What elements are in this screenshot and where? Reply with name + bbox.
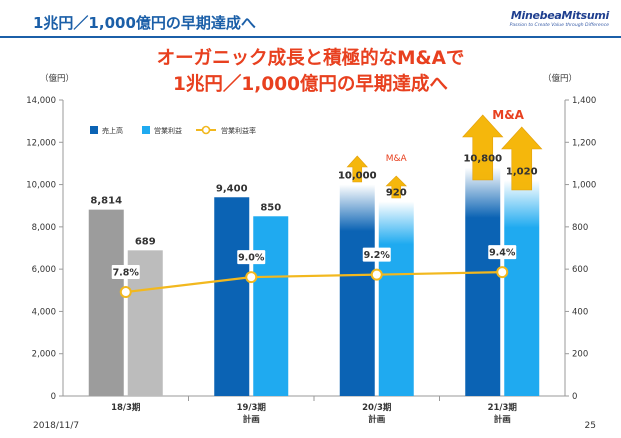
- category-label: 19/3期: [237, 402, 267, 413]
- operating-profit-value-label: 689: [135, 236, 156, 247]
- legend-swatch-profit: [142, 126, 150, 134]
- sales-bar: [88, 209, 124, 396]
- ma-arrow-profit-icon: [385, 175, 407, 199]
- category-label: 20/3期: [362, 402, 392, 413]
- right-tick-label: 400: [572, 307, 588, 317]
- operating-profit-bar: [253, 216, 289, 396]
- legend-marker-margin: [201, 125, 211, 135]
- left-tick-label: 12,000: [26, 138, 56, 148]
- sales-bar: [339, 184, 375, 396]
- category-label: 21/3期: [488, 402, 518, 413]
- operating-profit-value-label: 850: [260, 202, 281, 213]
- page-number: 25: [584, 421, 596, 431]
- operating-profit-value-label-overlay: 1,020: [506, 166, 538, 177]
- page-title: 1兆円／1,000億円の早期達成へ: [33, 14, 256, 32]
- footer-date: 2018/11/7: [33, 421, 80, 431]
- operating-margin-line: [125, 271, 503, 294]
- right-tick-label: 1,000: [572, 181, 596, 191]
- legend-swatch-sales: [90, 126, 98, 134]
- ma-annotation-label: M&A: [386, 154, 408, 164]
- category-label: 18/3期: [111, 402, 141, 413]
- left-axis-unit: （億円）: [40, 73, 74, 84]
- right-axis-unit: （億円）: [543, 73, 577, 84]
- left-tick-label: 6,000: [32, 265, 56, 275]
- right-tick-label: 800: [572, 223, 588, 233]
- left-tick-label: 0: [51, 392, 56, 402]
- headline-line-2: 1兆円／1,000億円の早期達成へ: [173, 74, 448, 95]
- logo-tagline: Passion to Create Value through Differen…: [509, 23, 609, 28]
- operating-profit-bar: [378, 201, 414, 396]
- left-tick-label: 14,000: [26, 96, 56, 106]
- left-tick-label: 4,000: [32, 307, 56, 317]
- left-tick-label: 10,000: [26, 181, 56, 191]
- category-sub-label: 計画: [494, 414, 511, 425]
- legend-label-sales: 売上高: [102, 126, 123, 135]
- margin-label-box: [111, 265, 140, 280]
- operating-margin-label: 9.0%: [238, 253, 265, 264]
- sales-bar: [465, 167, 501, 396]
- operating-margin-label: 7.8%: [113, 268, 140, 279]
- right-tick-label: 600: [572, 265, 588, 275]
- sales-value-label-overlay: 10,800: [463, 154, 502, 165]
- margin-label-box: [362, 247, 391, 262]
- operating-margin-point: [370, 268, 383, 281]
- legend-label-profit: 営業利益: [154, 126, 182, 135]
- left-tick-label: 8,000: [32, 223, 56, 233]
- operating-margin-label: 9.4%: [489, 248, 516, 259]
- header-divider: [0, 36, 621, 38]
- operating-margin-point: [119, 286, 132, 299]
- ma-arrow-sales-icon: [462, 114, 504, 181]
- sales-value-label-overlay: 10,000: [338, 171, 377, 182]
- legend-label-margin: 営業利益率: [221, 126, 256, 135]
- operating-profit-bar: [504, 180, 540, 396]
- ma-arrow-sales-icon: [346, 155, 368, 183]
- margin-label-box: [488, 245, 517, 260]
- company-logo: MinebeaMitsumi Passion to Create Value t…: [509, 9, 610, 28]
- operating-margin-point: [245, 271, 258, 284]
- left-tick-label: 2,000: [32, 350, 56, 360]
- headline-line-1: オーガニック成長と積極的なM&Aで: [156, 48, 465, 69]
- sales-value-label: 9,400: [216, 183, 248, 194]
- ma-annotation-label: M&A: [492, 108, 524, 122]
- sales-value-label: 8,814: [90, 196, 122, 207]
- right-tick-label: 200: [572, 350, 588, 360]
- logo-wordmark: MinebeaMitsumi: [510, 9, 609, 22]
- right-tick-label: 0: [572, 392, 577, 402]
- ma-arrow-profit-icon: [501, 126, 543, 191]
- category-sub-label: 計画: [243, 414, 260, 425]
- sales-bar: [214, 197, 250, 396]
- operating-margin-point: [496, 266, 509, 279]
- operating-profit-value-label-overlay: 920: [386, 187, 407, 198]
- margin-label-box: [237, 250, 266, 265]
- operating-margin-label: 9.2%: [364, 250, 391, 261]
- right-tick-label: 1,200: [572, 138, 596, 148]
- category-sub-label: 計画: [368, 414, 385, 425]
- right-tick-label: 1,400: [572, 96, 596, 106]
